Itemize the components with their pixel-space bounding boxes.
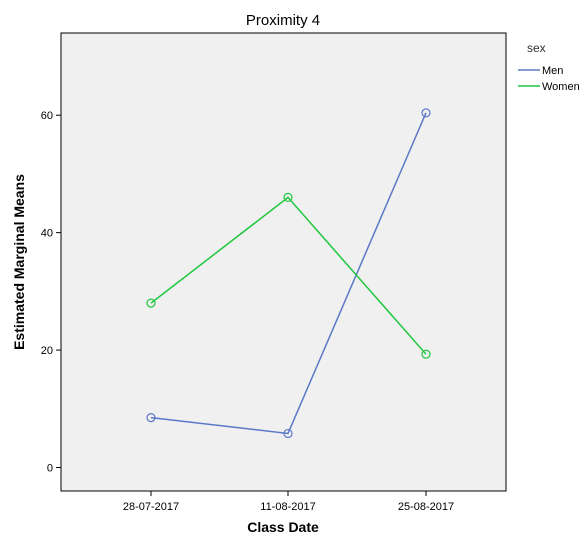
- y-tick-label: 20: [41, 345, 53, 357]
- series-group: [146, 108, 431, 439]
- x-tick-label: 11-08-2017: [260, 501, 315, 513]
- data-point-women: [421, 349, 431, 359]
- legend-label-men: Men: [542, 65, 563, 77]
- series-line-women: [150, 196, 427, 355]
- series-line-men: [150, 112, 427, 435]
- x-tick-label: 25-08-2017: [398, 501, 454, 513]
- y-tick-label: 40: [41, 228, 53, 240]
- data-point-women: [146, 298, 156, 308]
- x-tick-label: 28-07-2017: [123, 501, 179, 513]
- legend: sex Men Women: [518, 41, 580, 93]
- y-axis-title: Estimated Marginal Means: [11, 174, 27, 350]
- legend-label-women: Women: [542, 81, 580, 93]
- chart-title: Proximity 4: [246, 12, 320, 29]
- y-axis: 0 20 40 60: [41, 110, 61, 475]
- y-tick-label: 0: [47, 463, 53, 475]
- data-point-men: [283, 428, 293, 439]
- x-axis-title: Class Date: [247, 519, 319, 535]
- x-axis: 28-07-2017 11-08-2017 25-08-2017: [123, 491, 454, 513]
- legend-title: sex: [527, 41, 546, 55]
- y-tick-label: 60: [41, 110, 53, 122]
- data-point-women: [283, 192, 293, 203]
- data-point-men: [146, 413, 156, 423]
- data-point-men: [421, 108, 431, 118]
- plot-area: [60, 32, 507, 492]
